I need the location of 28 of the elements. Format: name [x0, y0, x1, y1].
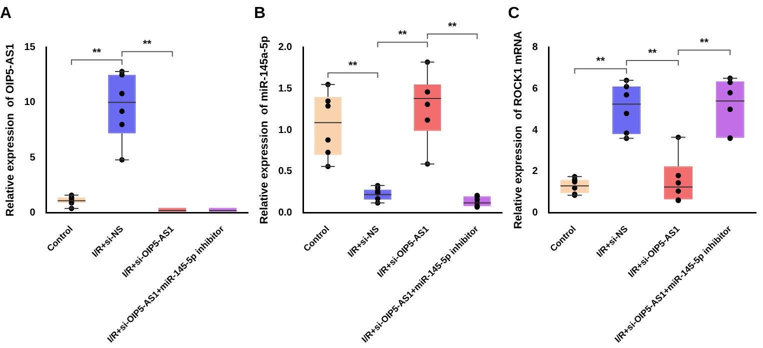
- y-tick-label: 0.5: [278, 166, 293, 178]
- chart-title: A: [0, 5, 12, 22]
- annotation: **: [648, 47, 658, 60]
- text: **: [398, 29, 408, 42]
- chart-title: C: [508, 5, 520, 22]
- y-tick-label: 5: [30, 152, 36, 164]
- y-tick-label: 2.0: [278, 42, 293, 53]
- y-tick-label: 4: [532, 124, 538, 136]
- y-tick-label: 8: [532, 42, 538, 53]
- y-axis-title: Relative expression of miR-145a-5p: [258, 36, 271, 224]
- y-tick-label: 0: [30, 208, 36, 219]
- y-tick-label: 15: [24, 42, 36, 53]
- y-axis-title: Relative expression of OIP5-AS1: [4, 44, 17, 217]
- annotation: **: [596, 56, 606, 68]
- y-tick-label: 2: [532, 166, 538, 178]
- y-tick-label: 0.0: [278, 208, 293, 219]
- annotation: **: [142, 38, 152, 51]
- chart-title: B: [254, 5, 266, 22]
- y-axis-title: Relative expression of ROCK1 mRNA: [512, 30, 525, 230]
- y-tick-label: 0: [532, 208, 538, 219]
- y-tick-label: 1.5: [278, 83, 293, 94]
- y-tick-label: 10: [24, 97, 36, 108]
- annotation: **: [700, 37, 710, 50]
- y-tick-label: 6: [532, 83, 538, 94]
- text: **: [448, 20, 458, 33]
- annotation: **: [92, 46, 102, 59]
- annotation: **: [348, 60, 358, 72]
- y-tick-label: 1.0: [278, 124, 293, 136]
